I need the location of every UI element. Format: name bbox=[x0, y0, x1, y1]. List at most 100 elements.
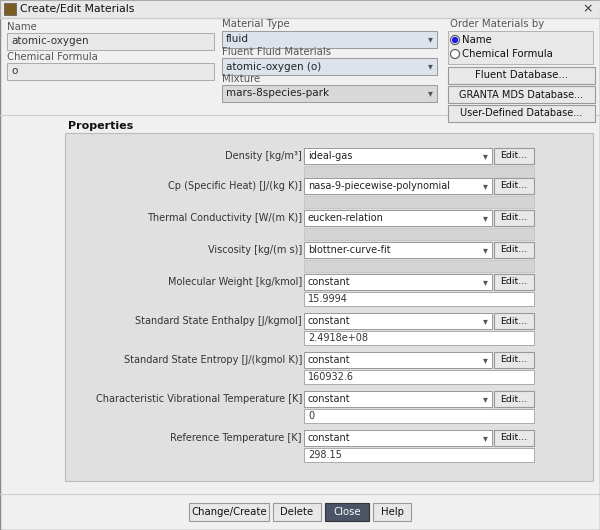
Text: Delete: Delete bbox=[280, 507, 314, 517]
Text: fluid: fluid bbox=[226, 34, 249, 45]
Text: Cp (Specific Heat) [J/(kg K)]: Cp (Specific Heat) [J/(kg K)] bbox=[168, 181, 302, 191]
Text: ×: × bbox=[583, 3, 593, 15]
Bar bbox=[4, 3, 16, 15]
Text: ▾: ▾ bbox=[482, 245, 487, 255]
Bar bbox=[304, 391, 492, 407]
Text: Edit...: Edit... bbox=[500, 278, 527, 287]
Text: Edit...: Edit... bbox=[500, 434, 527, 443]
Bar bbox=[304, 196, 534, 208]
Text: Mixture: Mixture bbox=[222, 74, 260, 84]
Text: Standard State Enthalpy [J/kgmol]: Standard State Enthalpy [J/kgmol] bbox=[136, 316, 302, 326]
Text: 15.9994: 15.9994 bbox=[308, 294, 348, 304]
Text: Material Type: Material Type bbox=[222, 19, 290, 29]
Bar bbox=[325, 503, 369, 521]
Bar bbox=[304, 430, 492, 446]
Bar bbox=[494, 352, 534, 368]
Text: Edit...: Edit... bbox=[500, 245, 527, 254]
Circle shape bbox=[451, 36, 460, 45]
Text: ▾: ▾ bbox=[428, 61, 433, 72]
Text: Edit...: Edit... bbox=[500, 316, 527, 325]
Bar bbox=[494, 313, 534, 329]
Text: Close: Close bbox=[333, 507, 361, 517]
Bar bbox=[304, 370, 534, 384]
Bar bbox=[222, 58, 437, 75]
Text: Properties: Properties bbox=[68, 121, 133, 131]
Text: ▾: ▾ bbox=[428, 89, 433, 99]
Text: nasa-9-piecewise-polynomial: nasa-9-piecewise-polynomial bbox=[308, 181, 450, 191]
Text: o: o bbox=[11, 66, 17, 76]
Text: Reference Temperature [K]: Reference Temperature [K] bbox=[170, 433, 302, 443]
Text: constant: constant bbox=[308, 277, 350, 287]
Text: ▾: ▾ bbox=[428, 34, 433, 45]
Text: Edit...: Edit... bbox=[500, 181, 527, 190]
Text: blottner-curve-fit: blottner-curve-fit bbox=[308, 245, 391, 255]
Text: Create/Edit Materials: Create/Edit Materials bbox=[20, 4, 134, 14]
Bar bbox=[273, 503, 321, 521]
Text: ▾: ▾ bbox=[482, 277, 487, 287]
Text: Standard State Entropy [J/(kgmol K)]: Standard State Entropy [J/(kgmol K)] bbox=[124, 355, 302, 365]
Text: mars-8species-park: mars-8species-park bbox=[226, 89, 329, 99]
Text: Fluent Database...: Fluent Database... bbox=[475, 70, 568, 81]
Text: Chemical Formula: Chemical Formula bbox=[462, 49, 553, 59]
Text: Name: Name bbox=[7, 22, 37, 32]
Text: Order Materials by: Order Materials by bbox=[450, 19, 544, 29]
Text: Name: Name bbox=[462, 35, 492, 45]
Text: ▾: ▾ bbox=[482, 433, 487, 443]
Bar bbox=[448, 105, 595, 122]
Text: Edit...: Edit... bbox=[500, 356, 527, 365]
Bar bbox=[7, 33, 214, 50]
Bar bbox=[7, 63, 214, 80]
Text: atomic-oxygen (o): atomic-oxygen (o) bbox=[226, 61, 321, 72]
Text: ideal-gas: ideal-gas bbox=[308, 151, 352, 161]
Bar bbox=[222, 31, 437, 48]
Bar bbox=[304, 228, 534, 240]
Text: ▾: ▾ bbox=[482, 394, 487, 404]
Bar bbox=[304, 292, 534, 306]
Text: 0: 0 bbox=[308, 411, 314, 421]
Text: Change/Create: Change/Create bbox=[191, 507, 267, 517]
Bar bbox=[304, 409, 534, 423]
Bar bbox=[448, 67, 595, 84]
Text: Characteristic Vibrational Temperature [K]: Characteristic Vibrational Temperature [… bbox=[95, 394, 302, 404]
Bar bbox=[222, 85, 437, 102]
Text: constant: constant bbox=[308, 433, 350, 443]
Text: Edit...: Edit... bbox=[500, 152, 527, 161]
Bar bbox=[304, 313, 492, 329]
Bar bbox=[494, 430, 534, 446]
Text: ▾: ▾ bbox=[482, 316, 487, 326]
Bar bbox=[304, 210, 492, 226]
Text: ▾: ▾ bbox=[482, 213, 487, 223]
Bar bbox=[304, 242, 492, 258]
Bar bbox=[65, 133, 593, 481]
Text: 160932.6: 160932.6 bbox=[308, 372, 354, 382]
Bar bbox=[494, 242, 534, 258]
Bar bbox=[304, 448, 534, 462]
Text: Molecular Weight [kg/kmol]: Molecular Weight [kg/kmol] bbox=[168, 277, 302, 287]
Bar bbox=[304, 178, 492, 194]
Text: Edit...: Edit... bbox=[500, 214, 527, 223]
Bar bbox=[448, 86, 595, 103]
Text: Help: Help bbox=[380, 507, 404, 517]
Text: ▾: ▾ bbox=[482, 151, 487, 161]
Bar bbox=[304, 148, 492, 164]
Bar bbox=[494, 148, 534, 164]
Circle shape bbox=[452, 38, 458, 42]
Text: 2.4918e+08: 2.4918e+08 bbox=[308, 333, 368, 343]
Text: constant: constant bbox=[308, 355, 350, 365]
Bar bbox=[494, 391, 534, 407]
Bar bbox=[373, 503, 411, 521]
Text: Viscosity [kg/(m s)]: Viscosity [kg/(m s)] bbox=[208, 245, 302, 255]
Text: ▾: ▾ bbox=[482, 181, 487, 191]
Text: Thermal Conductivity [W/(m K)]: Thermal Conductivity [W/(m K)] bbox=[147, 213, 302, 223]
Text: User-Defined Database...: User-Defined Database... bbox=[460, 109, 583, 119]
Bar bbox=[304, 166, 534, 178]
Bar bbox=[494, 178, 534, 194]
Text: 298.15: 298.15 bbox=[308, 450, 342, 460]
Bar bbox=[494, 210, 534, 226]
Bar bbox=[494, 274, 534, 290]
Text: Edit...: Edit... bbox=[500, 394, 527, 403]
Bar bbox=[304, 274, 492, 290]
Bar bbox=[448, 31, 593, 64]
Bar bbox=[0, 0, 600, 18]
Bar bbox=[304, 260, 534, 272]
